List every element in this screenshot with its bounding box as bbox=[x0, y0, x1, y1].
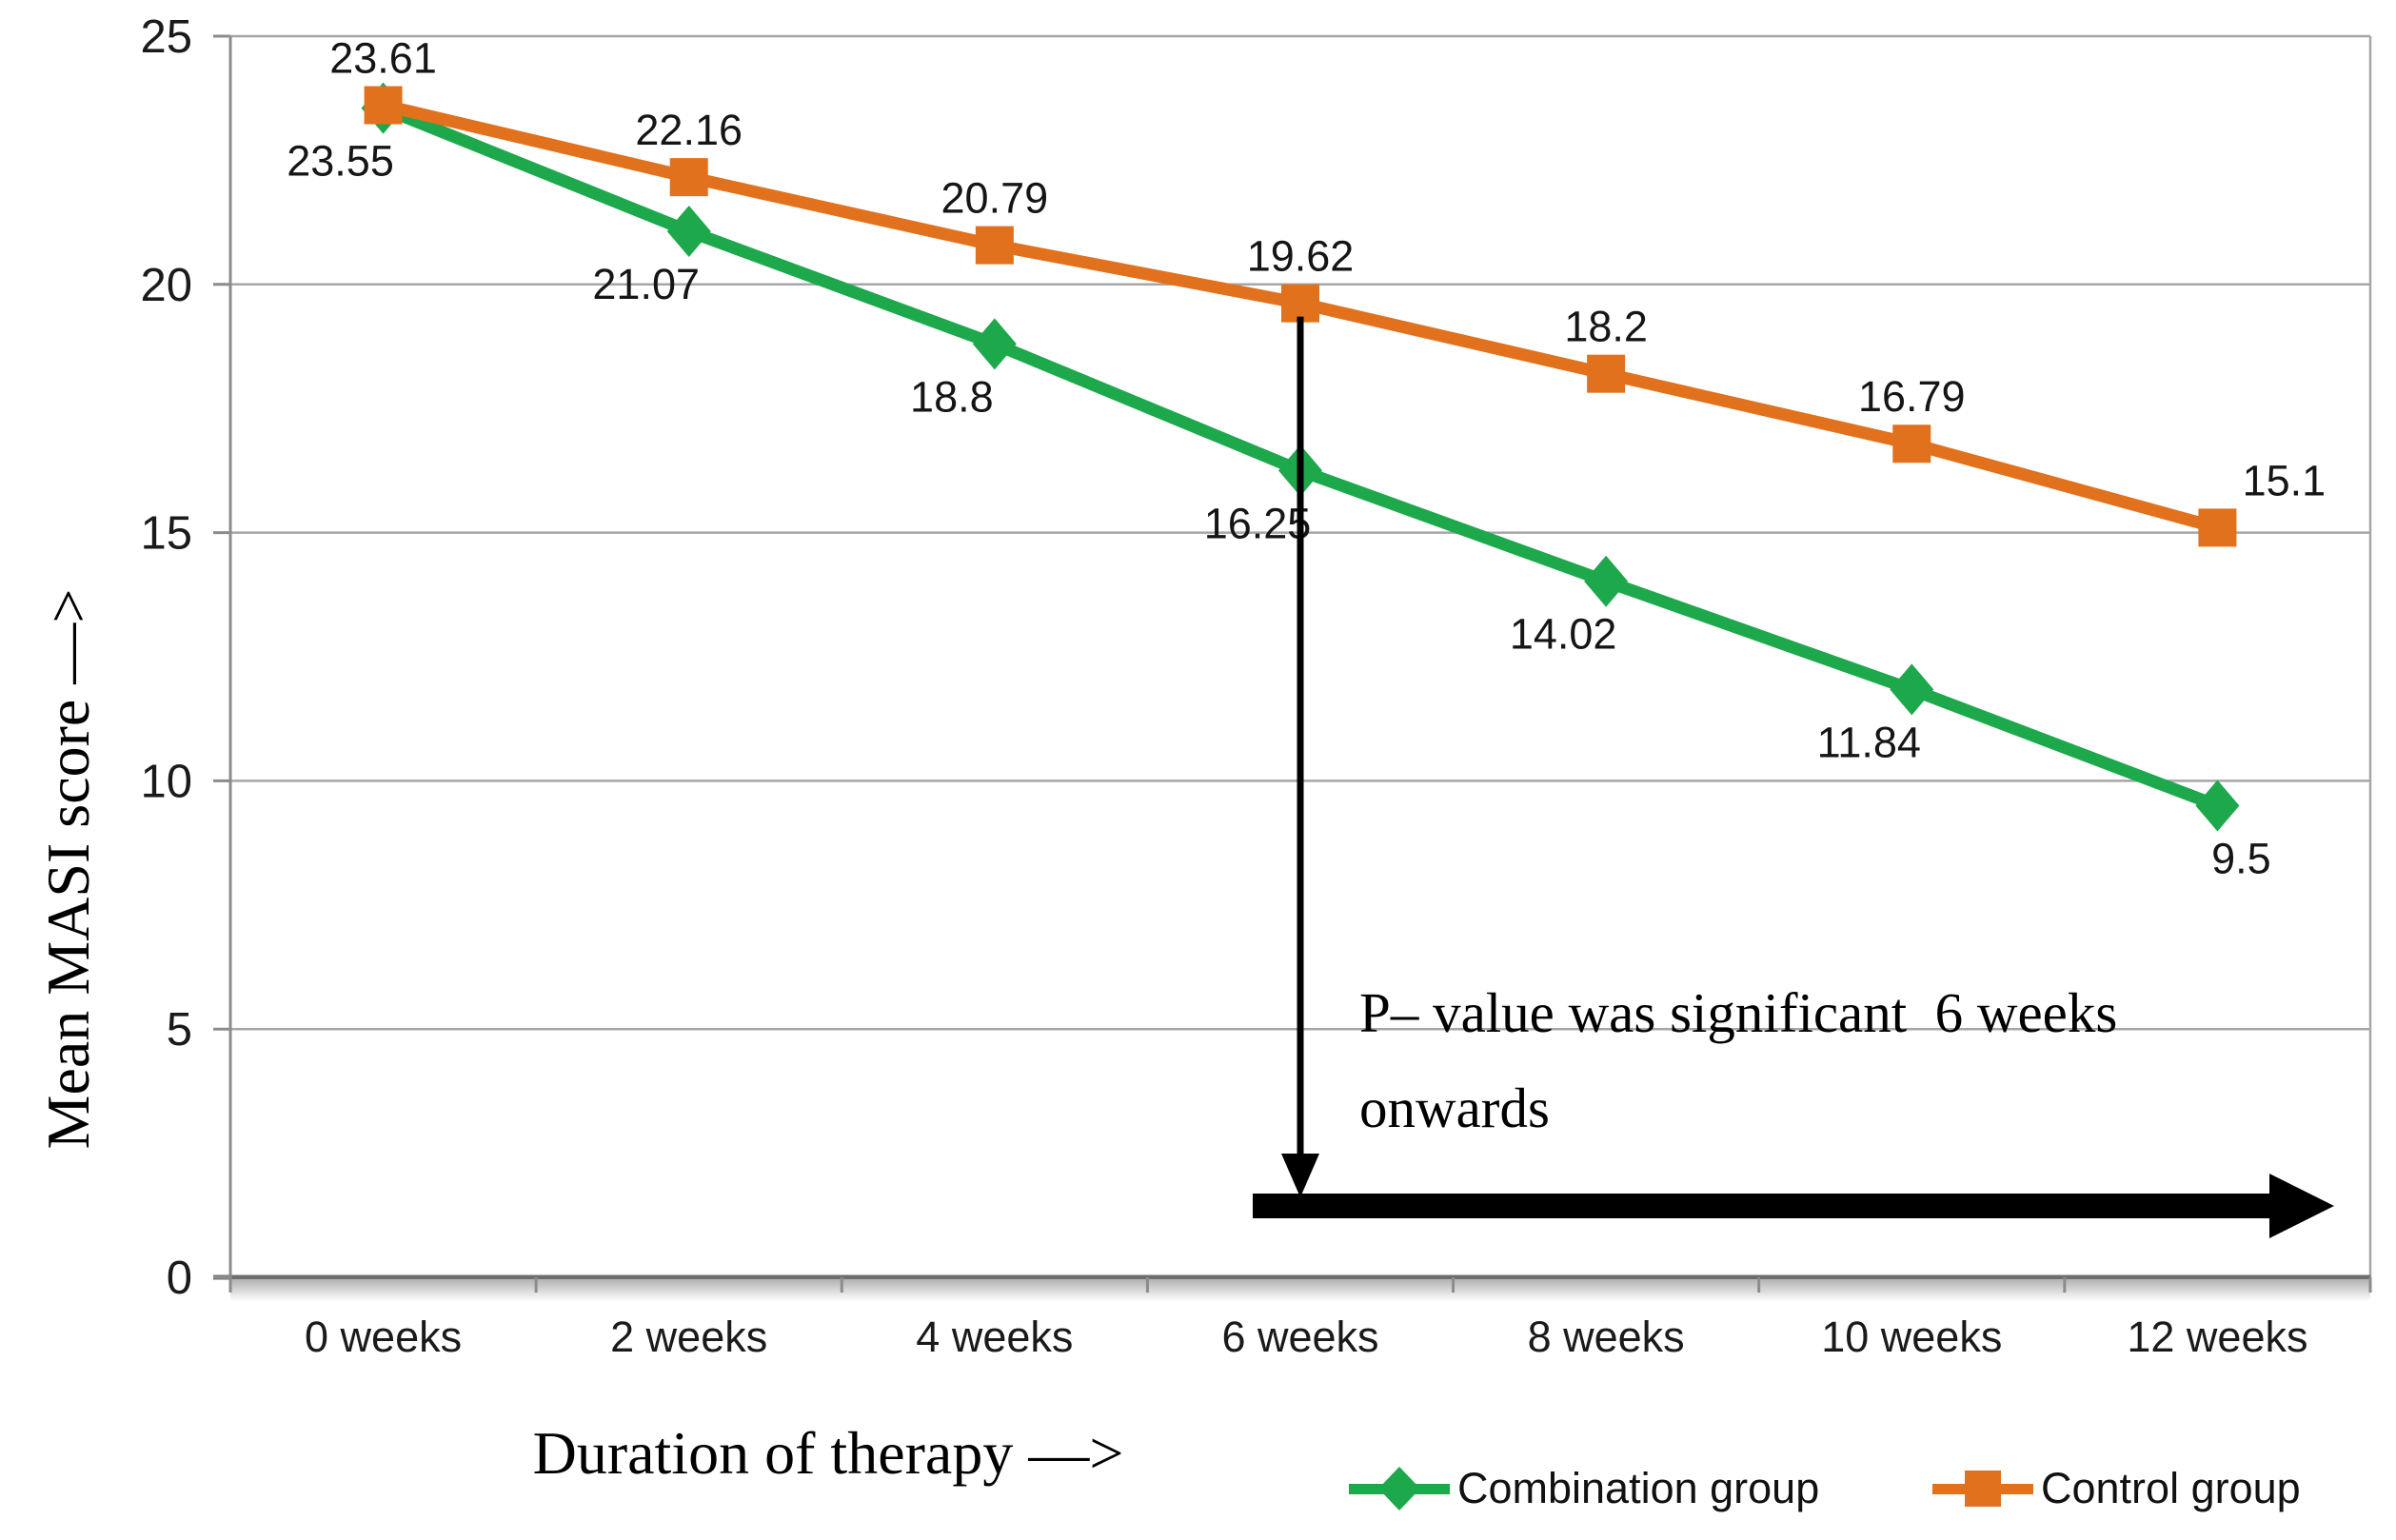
y-tick-label-5: 5 bbox=[167, 1004, 192, 1056]
data-label-combination-group-2: 18.8 bbox=[910, 372, 994, 421]
marker-square-control-group-2 bbox=[975, 226, 1014, 265]
legend-item-control-group: Control group bbox=[1931, 1463, 2301, 1514]
x-tick-label-0-weeks: 0 weeks bbox=[305, 1313, 462, 1361]
y-tick-label-25: 25 bbox=[140, 11, 192, 63]
annotation-line-2: onwards bbox=[1359, 1076, 1550, 1139]
marker-diamond-combination-group-2 bbox=[972, 318, 1017, 370]
annotation-horizontal-arrowhead-icon bbox=[2269, 1174, 2334, 1238]
legend-item-combination-group: Combination group bbox=[1347, 1463, 1819, 1514]
data-label-combination-group-1: 21.07 bbox=[592, 260, 700, 308]
x-axis-title: Duration of therapy —> bbox=[532, 1419, 1124, 1487]
legend-combination-line-diamond-icon bbox=[1349, 1467, 1450, 1510]
data-label-combination-group-3: 16.25 bbox=[1204, 499, 1312, 547]
marker-diamond-combination-group-1 bbox=[666, 205, 711, 257]
x-axis-shadow bbox=[230, 1280, 2370, 1301]
x-tick-label-6-weeks: 6 weeks bbox=[1221, 1313, 1378, 1361]
y-tick-label-20: 20 bbox=[140, 260, 192, 311]
y-tick-label-0: 0 bbox=[167, 1253, 192, 1304]
y-tick-label-10: 10 bbox=[140, 756, 192, 807]
marker-diamond-combination-group-6 bbox=[2195, 780, 2240, 832]
marker-diamond-combination-group-4 bbox=[1584, 555, 1629, 607]
significance-annotation: P– value was significant 6 weeks onwards bbox=[1359, 965, 2396, 1155]
data-label-control-group-3: 19.62 bbox=[1247, 232, 1355, 281]
annotation-line-1: P– value was significant 6 weeks bbox=[1359, 981, 2118, 1044]
marker-square-control-group-1 bbox=[669, 158, 708, 197]
marker-square-control-group-4 bbox=[1587, 354, 1626, 393]
legend-control-line-square-icon bbox=[1932, 1471, 2033, 1507]
marker-diamond-combination-group-5 bbox=[1890, 663, 1934, 716]
x-tick-label-8-weeks: 8 weeks bbox=[1528, 1313, 1685, 1361]
data-label-control-group-2: 20.79 bbox=[941, 174, 1049, 223]
data-label-control-group-0: 23.61 bbox=[329, 34, 437, 83]
y-axis-title: Mean MASI score —> bbox=[34, 588, 102, 1150]
data-label-control-group-5: 16.79 bbox=[1858, 372, 1966, 421]
data-label-combination-group-6: 9.5 bbox=[2211, 834, 2271, 882]
data-label-control-group-1: 22.16 bbox=[635, 106, 743, 154]
data-label-control-group-6: 15.1 bbox=[2243, 456, 2327, 504]
legend-label-combination-group: Combination group bbox=[1457, 1464, 1820, 1512]
data-label-combination-group-5: 11.84 bbox=[1817, 718, 1921, 766]
legend-label-control-group: Control group bbox=[2041, 1464, 2301, 1512]
x-tick-label-2-weeks: 2 weeks bbox=[610, 1313, 767, 1361]
x-tick-label-10-weeks: 10 weeks bbox=[1821, 1313, 2002, 1361]
x-tick-label-4-weeks: 4 weeks bbox=[916, 1313, 1073, 1361]
y-tick-label-15: 15 bbox=[140, 508, 192, 560]
marker-square-control-group-3 bbox=[1281, 284, 1319, 323]
data-label-combination-group-4: 14.02 bbox=[1510, 610, 1617, 659]
marker-square-control-group-6 bbox=[2198, 508, 2237, 547]
data-label-combination-group-0: 23.55 bbox=[287, 137, 394, 186]
marker-square-control-group-5 bbox=[1892, 424, 1931, 464]
marker-square-control-group-0 bbox=[364, 86, 403, 125]
x-tick-label-12-weeks: 12 weeks bbox=[2127, 1313, 2307, 1361]
data-label-control-group-4: 18.2 bbox=[1564, 303, 1648, 351]
annotation-vertical-arrowhead-icon bbox=[1281, 1154, 1319, 1197]
